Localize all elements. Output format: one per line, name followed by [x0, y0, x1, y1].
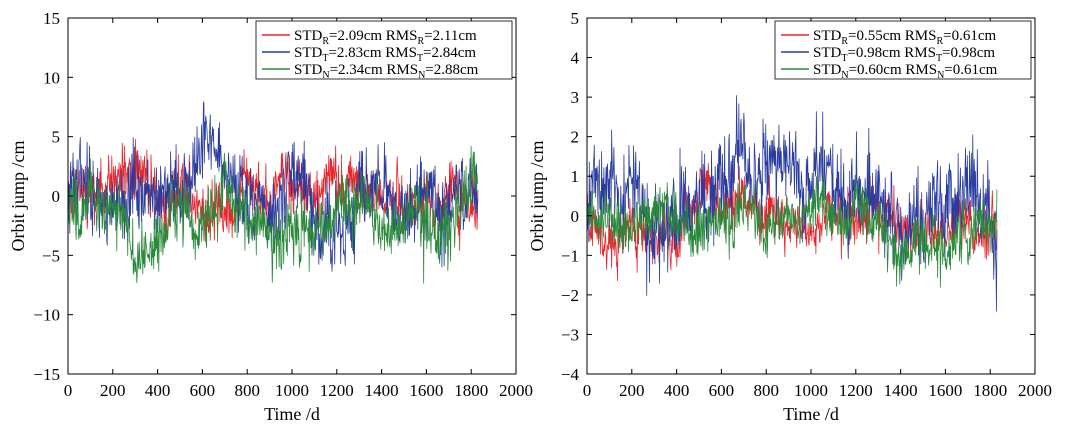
x-tick-label: 600	[190, 381, 216, 400]
x-tick-label: 1600	[928, 381, 962, 400]
y-tick-label: −10	[33, 306, 60, 325]
x-tick-label: 800	[753, 381, 779, 400]
y-axis-label: Orbit jump /cm	[8, 141, 28, 252]
y-tick-label: 0	[52, 187, 61, 206]
legend-entry-N: STDN=2.34cm RMSN=2.88cm	[294, 62, 479, 81]
x-tick-label: 400	[664, 381, 690, 400]
y-tick-label: 0	[571, 207, 580, 226]
x-tick-label: 0	[64, 381, 73, 400]
x-tick-label: 600	[709, 381, 735, 400]
x-axis-label: Time /d	[264, 404, 320, 424]
legend-entry-T: STDT=2.83cm RMST=2.84cm	[294, 45, 476, 64]
y-tick-label: 10	[43, 68, 60, 87]
x-tick-label: 1400	[884, 381, 918, 400]
y-tick-label: −3	[561, 325, 579, 344]
x-tick-label: 1800	[973, 381, 1007, 400]
x-tick-label: 1800	[454, 381, 488, 400]
y-tick-label: −5	[42, 246, 60, 265]
x-tick-label: 1000	[275, 381, 309, 400]
chart-panel-1: 0 200 400 600 800 1000 1200 1400 1600 1800 2000 −15…	[8, 9, 533, 424]
y-tick-label: −2	[561, 286, 579, 305]
series-line-N	[68, 145, 479, 284]
legend-entry-T: STDT=0.98cm RMST=0.98cm	[813, 45, 995, 64]
y-tick-label: −4	[561, 365, 580, 384]
series-group	[587, 95, 998, 312]
x-tick-label: 1000	[794, 381, 828, 400]
y-tick-label: −1	[561, 246, 579, 265]
chart-panel-2: 0 200 400 600 800 1000 1200 1400 1600 1800 2000 −4 −…	[527, 9, 1052, 424]
x-tick-label: 200	[100, 381, 126, 400]
y-tick-label: 1	[571, 167, 580, 186]
series-line-T	[68, 101, 479, 272]
legend-entry-R: STDR=2.09cm RMSR=2.11cm	[294, 28, 477, 47]
y-axis-label: Orbit jump /cm	[527, 141, 547, 252]
y-tick-label: −15	[33, 365, 60, 384]
series-line-N	[587, 174, 998, 288]
y-tick-label: 2	[571, 128, 580, 147]
legend-entry-N: STDN=0.60cm RMSN=0.61cm	[813, 62, 998, 81]
x-tick-label: 2000	[1018, 381, 1052, 400]
legend-box	[255, 20, 513, 80]
y-tick-label: 5	[571, 9, 580, 28]
y-tick-label: 15	[43, 9, 60, 28]
y-tick-label: 3	[571, 88, 580, 107]
x-tick-label: 1200	[839, 381, 873, 400]
x-axis-label: Time /d	[783, 404, 839, 424]
x-tick-label: 400	[145, 381, 171, 400]
x-tick-label: 200	[619, 381, 645, 400]
y-tick-label: 4	[571, 49, 580, 68]
x-tick-label: 800	[234, 381, 260, 400]
x-tick-label: 1400	[365, 381, 399, 400]
x-tick-label: 2000	[499, 381, 533, 400]
y-tick-label: 5	[52, 128, 61, 147]
x-tick-label: 1200	[320, 381, 354, 400]
legend-entry-R: STDR=0.55cm RMSR=0.61cm	[813, 28, 997, 47]
x-tick-label: 0	[583, 381, 592, 400]
legend-box	[774, 20, 1032, 80]
x-tick-label: 1600	[409, 381, 443, 400]
series-group	[68, 101, 479, 284]
